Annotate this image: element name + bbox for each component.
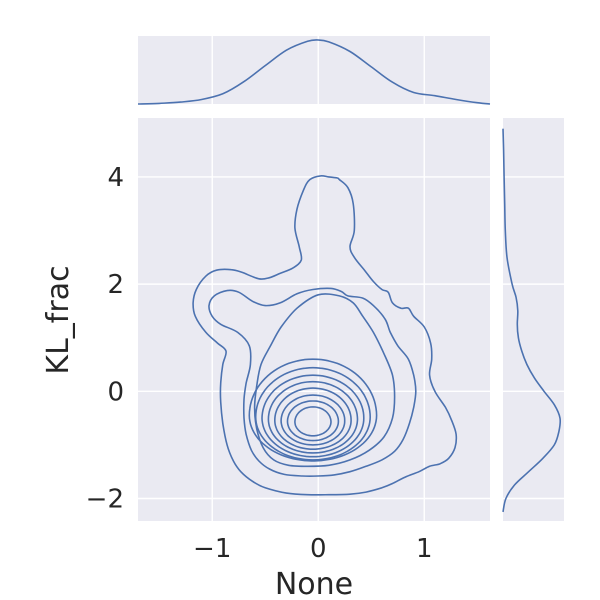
x-tick-label: 1: [416, 534, 433, 564]
top-marginal-background: [138, 36, 490, 104]
x-tick-label: −1: [193, 534, 231, 564]
top-marginal-density-curve: [137, 39, 491, 105]
right-marginal-background: [503, 118, 564, 521]
kde-contour-10: [286, 400, 340, 442]
kde-contour-9: [280, 394, 346, 446]
kde-contour-3: [253, 293, 396, 468]
kde-contour-2: [208, 287, 417, 477]
x-tick-label: 0: [310, 534, 327, 564]
top-marginal-grid: [211, 36, 425, 104]
y-tick-label: 2: [107, 270, 124, 300]
y-tick-labels: −2 0 2 4: [86, 163, 124, 515]
kde-contour-7: [267, 380, 359, 454]
y-tick-label: 0: [107, 377, 124, 407]
right-marginal-density-curve: [502, 128, 562, 513]
y-axis-label: KL_frac: [41, 265, 76, 374]
joint-panel: [138, 118, 490, 521]
kde-contour-8: [274, 387, 352, 450]
x-axis-label: None: [275, 567, 353, 600]
top-marginal-panel: [137, 36, 491, 105]
right-marginal-panel: [502, 118, 564, 521]
right-marginal-grid: [503, 176, 564, 500]
kde-contour-5: [254, 366, 371, 461]
y-tick-label: 4: [107, 163, 124, 193]
y-tick-label: −2: [86, 484, 124, 514]
x-tick-labels: −1 0 1: [193, 534, 432, 564]
kde-contours: [192, 174, 458, 496]
joint-grid: [138, 118, 490, 521]
kde-contour-11: [294, 406, 332, 437]
kde-contour-1: [192, 174, 458, 496]
kde-contour-6: [261, 374, 365, 458]
kde-contour-4: [248, 358, 378, 462]
